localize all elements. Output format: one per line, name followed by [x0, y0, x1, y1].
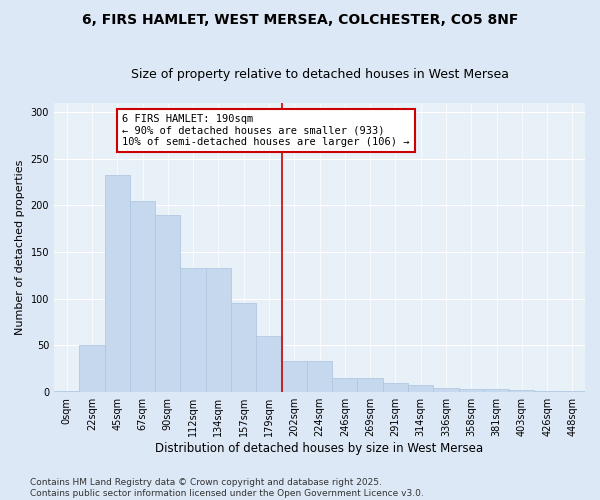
Bar: [458, 390, 484, 392]
Bar: [104, 176, 130, 392]
Bar: [408, 384, 433, 392]
Bar: [332, 378, 358, 392]
Title: Size of property relative to detached houses in West Mersea: Size of property relative to detached ho…: [131, 68, 509, 80]
Text: Contains HM Land Registry data © Crown copyright and database right 2025.
Contai: Contains HM Land Registry data © Crown c…: [30, 478, 424, 498]
Bar: [155, 214, 181, 392]
Bar: [281, 362, 307, 392]
Bar: [383, 383, 408, 392]
Y-axis label: Number of detached properties: Number of detached properties: [15, 160, 25, 335]
X-axis label: Distribution of detached houses by size in West Mersea: Distribution of detached houses by size …: [155, 442, 484, 455]
Bar: [206, 268, 231, 392]
Bar: [307, 362, 332, 392]
Text: 6 FIRS HAMLET: 190sqm
← 90% of detached houses are smaller (933)
10% of semi-det: 6 FIRS HAMLET: 190sqm ← 90% of detached …: [122, 114, 410, 147]
Text: 6, FIRS HAMLET, WEST MERSEA, COLCHESTER, CO5 8NF: 6, FIRS HAMLET, WEST MERSEA, COLCHESTER,…: [82, 12, 518, 26]
Bar: [130, 200, 155, 392]
Bar: [484, 390, 509, 392]
Bar: [231, 304, 256, 392]
Bar: [433, 388, 458, 392]
Bar: [181, 268, 206, 392]
Bar: [509, 390, 535, 392]
Bar: [358, 378, 383, 392]
Bar: [79, 346, 104, 392]
Bar: [256, 336, 281, 392]
